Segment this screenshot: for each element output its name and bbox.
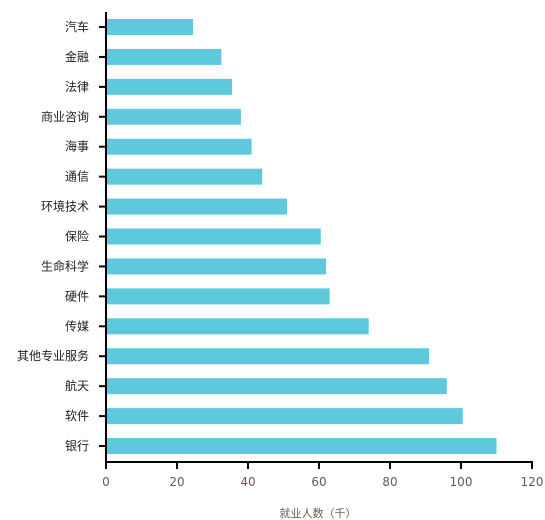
y-tick-label: 硬件	[65, 289, 89, 303]
x-tick-label: 80	[382, 475, 397, 489]
bar-12	[106, 348, 430, 365]
y-tick-label: 软件	[65, 409, 89, 423]
bar-7	[106, 198, 288, 215]
labels-layer: 汽车金融法律商业咨询海事通信环境技术保险生命科学硬件传媒其他专业服务航天软件银行…	[17, 19, 543, 489]
bar-3	[106, 78, 233, 95]
y-tick-label: 航天	[65, 378, 89, 393]
bar-11	[106, 318, 369, 335]
y-tick-label: 汽车	[65, 19, 89, 34]
bars-layer	[106, 19, 497, 455]
axes-layer	[99, 12, 533, 469]
bar-14	[106, 408, 463, 425]
y-tick-label: 其他专业服务	[17, 348, 89, 363]
bar-8	[106, 228, 321, 245]
y-tick-label: 传媒	[65, 318, 89, 333]
y-tick-label: 法律	[65, 80, 89, 94]
x-tick-label: 20	[169, 475, 184, 489]
y-tick-label: 生命科学	[41, 258, 89, 273]
y-tick-label: 金融	[65, 49, 89, 64]
bar-4	[106, 108, 241, 125]
x-tick-label: 0	[102, 475, 110, 489]
bar-2	[106, 48, 222, 65]
y-tick-label: 商业咨询	[41, 109, 89, 124]
y-tick-label: 海事	[65, 139, 89, 154]
bar-10	[106, 288, 330, 305]
x-tick-label: 60	[311, 475, 326, 489]
x-axis-title: 就业人数（千）	[280, 506, 357, 520]
bar-6	[106, 168, 263, 185]
bar-1	[106, 19, 193, 35]
bar-9	[106, 258, 327, 275]
y-tick-label: 环境技术	[41, 199, 89, 214]
bar-13	[106, 378, 447, 395]
bar-15	[106, 438, 497, 455]
x-tick-label: 100	[450, 475, 473, 489]
x-tick-label: 120	[521, 475, 544, 489]
y-tick-label: 通信	[65, 170, 89, 184]
y-tick-label: 银行	[65, 439, 89, 453]
x-tick-label: 40	[240, 475, 255, 489]
y-tick-label: 保险	[65, 229, 89, 244]
bar-5	[106, 138, 252, 155]
